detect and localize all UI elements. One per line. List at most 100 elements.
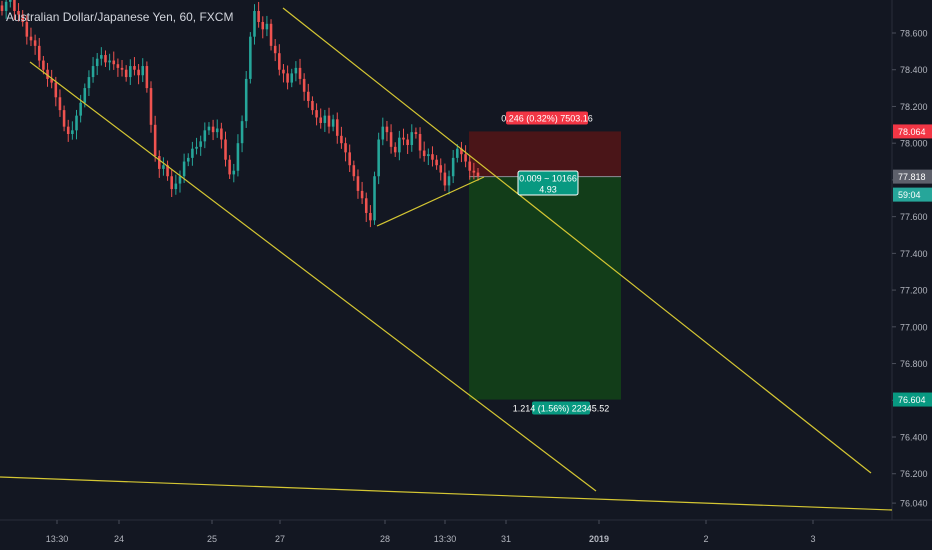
- candle-body: [269, 23, 273, 46]
- candle-body: [253, 10, 256, 37]
- candle-body: [381, 126, 385, 140]
- stop-loss-zone: [469, 131, 621, 177]
- candle-body: [319, 117, 322, 123]
- candle-body: [120, 67, 124, 70]
- stop-price-badge-bg: [893, 124, 932, 139]
- candle-body: [331, 119, 335, 127]
- candle-body: [298, 67, 302, 79]
- stop-price-badge-text: 78.064: [898, 127, 926, 137]
- candle-body: [191, 148, 194, 158]
- candle-body: [182, 161, 186, 177]
- candle-body: [108, 60, 111, 63]
- price-tick-label: 78.200: [900, 102, 928, 112]
- candle-body: [307, 91, 310, 101]
- candle-body: [149, 88, 153, 125]
- candle-body: [17, 10, 20, 15]
- candle-body: [344, 143, 347, 153]
- candle-body: [422, 150, 426, 157]
- candle-body: [71, 130, 74, 134]
- time-tick-label: 31: [501, 534, 511, 544]
- candle-body: [33, 40, 37, 46]
- candle-body: [286, 73, 289, 83]
- price-tick-label: 76.400: [900, 433, 928, 443]
- candle-body: [66, 126, 70, 134]
- price-tick-label: 77.000: [900, 322, 928, 332]
- price-tick-label: 76.200: [900, 469, 928, 479]
- candle-body: [240, 121, 244, 144]
- candle-body: [186, 157, 190, 162]
- candle-body: [0, 5, 4, 11]
- candle-body: [129, 66, 132, 78]
- candle-body: [104, 55, 107, 63]
- candle-body: [166, 165, 169, 177]
- candle-body: [435, 159, 438, 166]
- candle-body: [100, 55, 103, 59]
- candle-body: [37, 45, 41, 61]
- candles-group: [0, 0, 480, 228]
- candle-body: [348, 152, 351, 166]
- time-tick-label: 28: [380, 534, 390, 544]
- candle-body: [356, 176, 360, 191]
- candle-body: [228, 159, 231, 175]
- candle-body: [62, 110, 66, 127]
- candle-body: [315, 110, 318, 118]
- candle-body: [389, 132, 393, 147]
- countdown-badge-bg: [893, 187, 932, 202]
- candle-body: [464, 154, 467, 162]
- candle-body: [8, 0, 12, 2]
- chart-title: Australian Dollar/Japanese Yen, 60, FXCM: [6, 10, 234, 24]
- candle-body: [352, 165, 356, 177]
- countdown-badge-text: 59:04: [898, 190, 921, 200]
- candle-body: [13, 0, 16, 11]
- price-tick-label: 77.600: [900, 212, 928, 222]
- candle-body: [265, 23, 269, 30]
- stop-price-badge: 78.064: [893, 124, 932, 139]
- candle-body: [236, 143, 240, 171]
- take-profit-label-bg: [532, 401, 590, 415]
- candle-body: [199, 141, 202, 147]
- long-term-trendline: [0, 476, 893, 511]
- candle-body: [406, 139, 409, 146]
- candle-body: [244, 78, 248, 122]
- time-tick-label: 24: [114, 534, 124, 544]
- candle-body: [447, 176, 451, 186]
- candle-body: [273, 45, 277, 54]
- candle-body: [87, 77, 91, 89]
- price-tick-label: 77.400: [900, 249, 928, 259]
- candle-body: [257, 10, 260, 22]
- candle-body: [278, 53, 281, 70]
- entry-label-bg: [517, 170, 579, 196]
- candle-body: [21, 14, 24, 22]
- target-price-badge-bg: [893, 392, 932, 407]
- time-tick-label: 2: [703, 534, 708, 544]
- candle-body: [335, 119, 339, 136]
- candle-body: [174, 183, 178, 190]
- price-tick-label: 77.200: [900, 286, 928, 296]
- candle-body: [456, 148, 459, 158]
- upper-channel-trendline: [282, 7, 872, 474]
- candle-body: [398, 137, 401, 153]
- candle-body: [373, 176, 376, 221]
- candle-body: [91, 66, 95, 78]
- time-tick-label: 13:30: [434, 534, 457, 544]
- candle-body: [220, 128, 223, 140]
- candle-body: [224, 139, 227, 160]
- candle-body: [58, 97, 62, 111]
- candle-body: [207, 126, 211, 131]
- candle-body: [195, 146, 198, 149]
- candle-body: [364, 198, 368, 213]
- target-price-badge-text: 76.604: [898, 395, 926, 405]
- candle-body: [402, 137, 405, 140]
- price-tick-label: 76.800: [900, 359, 928, 369]
- current-price-badge: 77.818: [893, 169, 932, 184]
- candle-body: [178, 176, 182, 184]
- candle-body: [4, 1, 8, 11]
- take-profit-zone: [469, 176, 621, 400]
- candle-body: [439, 165, 443, 173]
- candle-body: [46, 69, 49, 79]
- candle-body: [153, 124, 157, 157]
